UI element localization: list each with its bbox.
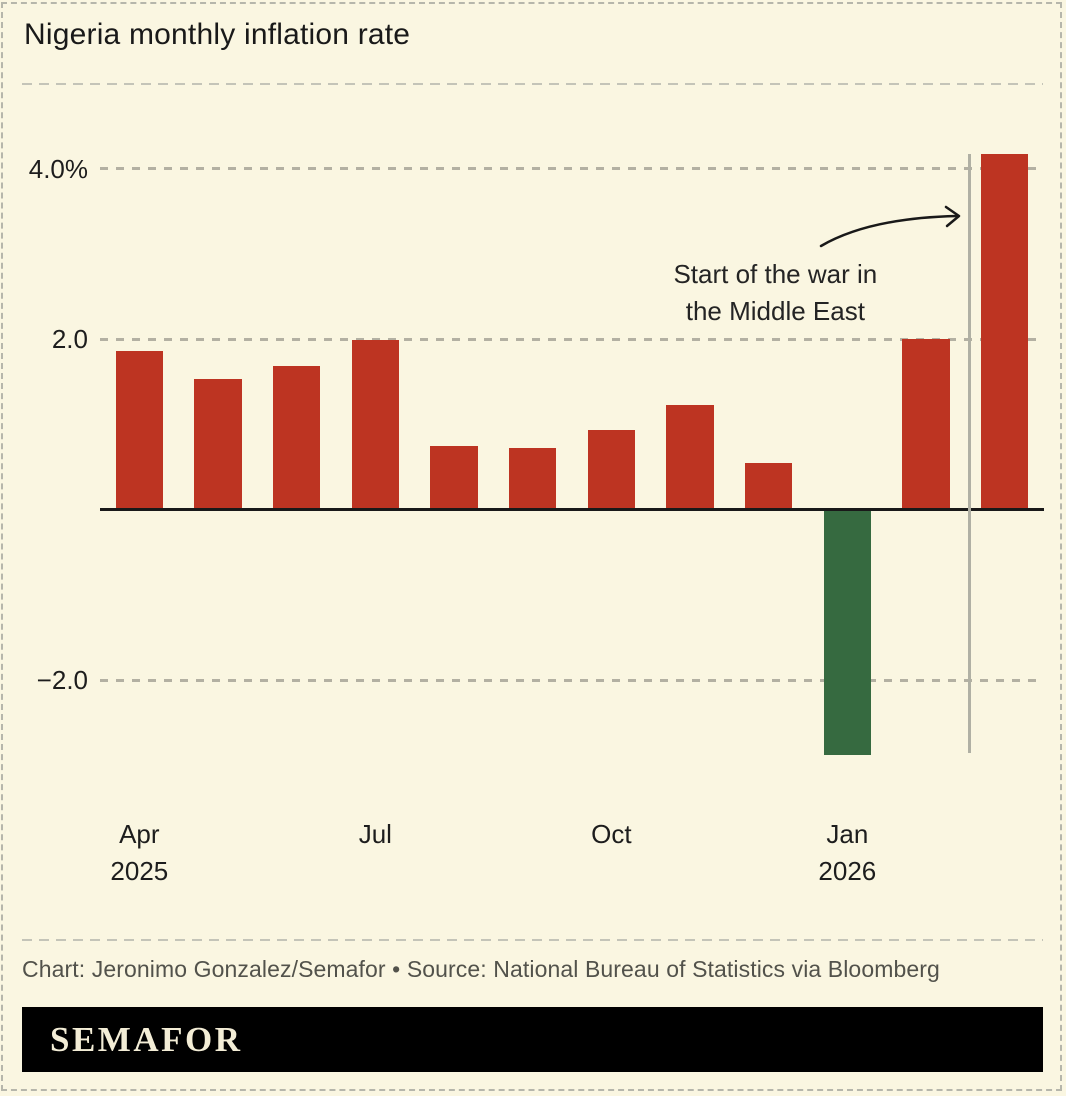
bar-may-2025 — [194, 379, 242, 510]
y-tick-label--2: −2.0 — [36, 665, 88, 695]
bar-jul-2025 — [351, 339, 400, 510]
x-tick-line-2: 2025 — [110, 856, 169, 886]
event-marker-line — [968, 154, 971, 754]
bar-jan-2026 — [823, 511, 872, 755]
annotation-line-2: the Middle East — [685, 295, 865, 326]
title-separator — [22, 83, 1043, 85]
x-axis-baseline — [100, 508, 1044, 511]
curved-arrow-icon — [820, 205, 961, 248]
x-tick-line-1: Jan — [826, 819, 869, 849]
footer-separator — [22, 939, 1043, 941]
x-tick-label-jul: Jul — [290, 816, 460, 853]
x-tick-label-apr: Apr 2025 — [54, 816, 224, 890]
gridline-2 — [100, 337, 1044, 341]
x-tick-line-2: 2026 — [818, 856, 877, 886]
x-tick-label-jan: Jan 2026 — [762, 816, 932, 890]
gridline-4 — [100, 167, 1044, 170]
y-tick-label-2: 2.0 — [51, 324, 88, 354]
bar-nov-2025 — [666, 405, 714, 510]
bar-sep-2025 — [508, 448, 557, 510]
bar-oct-2025 — [587, 430, 636, 510]
chart-credit: Chart: Jeronimo Gonzalez/Semafor • Sourc… — [22, 956, 940, 982]
bar-apr-2025 — [115, 350, 164, 510]
bar-mar-2026 — [980, 154, 1029, 510]
bar-aug-2025 — [430, 445, 478, 510]
chart-title: Nigeria monthly inflation rate — [24, 18, 411, 51]
y-tick-label-4: 4.0% — [28, 153, 88, 184]
annotation-line-1: Start of the war in — [673, 259, 878, 289]
semafor-wordmark: SEMAFOR — [50, 1019, 243, 1059]
semafor-logo-bar: SEMAFOR — [22, 1007, 1043, 1072]
bar-feb-2026 — [902, 339, 950, 510]
x-tick-line-1: Apr — [119, 819, 160, 849]
annotation-label: Start of the war in the Middle East — [615, 256, 935, 329]
bar-jun-2025 — [272, 366, 321, 510]
gridline--2 — [100, 678, 1044, 682]
x-tick-line-1: Jul — [358, 819, 392, 849]
x-tick-label-oct: Oct — [526, 816, 696, 853]
x-tick-line-1: Oct — [591, 819, 632, 849]
bar-dec-2025 — [744, 462, 793, 510]
